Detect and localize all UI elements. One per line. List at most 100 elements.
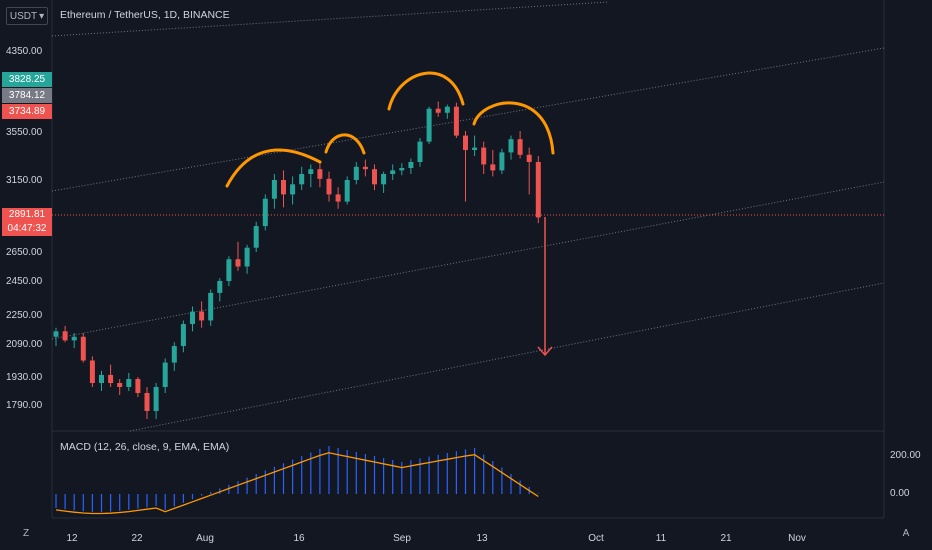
candle xyxy=(353,162,359,185)
candle xyxy=(144,387,150,419)
macd-axis-label-0: 0.00 xyxy=(890,488,910,499)
y-tick-label: 2650.00 xyxy=(6,247,43,258)
candle xyxy=(162,358,168,393)
candle xyxy=(335,187,341,209)
x-tick-label: Nov xyxy=(788,533,806,544)
x-tick-label: 21 xyxy=(720,533,732,544)
candle xyxy=(62,325,68,343)
chart-title: Ethereum / TetherUS, 1D, BINANCE xyxy=(60,9,230,21)
price-tag: 3784.12 xyxy=(2,88,52,103)
candle xyxy=(117,379,123,395)
macd-axis-label-200: 200.00 xyxy=(890,450,921,461)
auto-scale-button[interactable]: A xyxy=(902,528,910,539)
current-price-value: 2891.81 xyxy=(8,209,46,220)
candle xyxy=(199,301,205,328)
macd-signal-line xyxy=(55,452,539,515)
candle xyxy=(180,320,186,353)
candle xyxy=(89,356,95,387)
candle xyxy=(308,164,314,188)
candle xyxy=(399,163,405,176)
candle xyxy=(444,104,450,119)
y-tick-label: 3550.00 xyxy=(6,127,43,138)
x-tick-label: 16 xyxy=(293,533,305,544)
arc-left-shoulder xyxy=(225,148,322,188)
candle xyxy=(80,333,86,363)
candle xyxy=(426,106,432,144)
x-tick-label: 11 xyxy=(656,533,667,544)
candle xyxy=(253,221,259,252)
candle xyxy=(317,162,323,188)
currency-badge[interactable]: USDT ▾ xyxy=(6,7,48,25)
candle xyxy=(490,150,496,177)
x-tick-label: 13 xyxy=(476,533,488,544)
candle xyxy=(499,148,505,174)
candle xyxy=(262,194,268,231)
candle xyxy=(381,171,387,193)
candle xyxy=(299,166,305,191)
x-tick-label: 12 xyxy=(66,533,78,544)
candle xyxy=(226,256,232,287)
y-tick-label: 4350.00 xyxy=(6,46,43,57)
candle xyxy=(535,156,541,224)
candle xyxy=(408,158,414,174)
x-tick-label: Aug xyxy=(196,533,214,544)
candle xyxy=(372,164,377,191)
candle xyxy=(463,130,468,202)
price-axis[interactable]: 1790.00 1930.00 2090.00 2250.00 2450.00 2650.… xyxy=(6,46,43,411)
candle xyxy=(99,370,104,391)
candle xyxy=(71,333,77,349)
candle xyxy=(235,241,241,271)
arc-head xyxy=(387,71,465,111)
channel-line-lower xyxy=(129,282,885,432)
candle xyxy=(135,377,141,397)
time-axis[interactable]: 12 22 Aug 16 Sep 13 Oct 11 21 Nov xyxy=(66,533,805,544)
candle xyxy=(472,135,478,156)
x-tick-label: Oct xyxy=(588,533,604,544)
current-price-tag: 2891.81 04:47:32 xyxy=(2,208,52,236)
candle xyxy=(171,342,177,371)
y-tick-label: 1790.00 xyxy=(6,400,43,411)
zoom-button[interactable]: Z xyxy=(22,528,30,539)
y-tick-label: 1930.00 xyxy=(6,372,43,383)
candle xyxy=(526,147,532,195)
price-tag: 3734.89 xyxy=(2,104,52,119)
candle xyxy=(435,101,441,117)
candle xyxy=(108,364,114,387)
channel-lines xyxy=(51,1,885,432)
grid xyxy=(51,0,885,519)
candles xyxy=(53,101,541,419)
projection-arrow[interactable] xyxy=(537,217,553,357)
chevron-down-icon: ▾ xyxy=(39,10,45,22)
candle xyxy=(271,174,277,209)
macd-title[interactable]: MACD (12, 26, close, 9, EMA, EMA) xyxy=(60,441,230,453)
candle xyxy=(481,141,487,174)
channel-line-middle-upper xyxy=(51,47,885,192)
candle xyxy=(153,383,159,419)
x-tick-label: Sep xyxy=(393,533,411,544)
currency-label: USDT xyxy=(9,10,38,22)
countdown-timer: 04:47:32 xyxy=(7,223,47,234)
candle xyxy=(508,135,514,160)
candle xyxy=(208,289,214,326)
candle xyxy=(362,159,368,177)
candle xyxy=(453,102,459,138)
candle xyxy=(244,244,250,274)
y-tick-label: 2250.00 xyxy=(6,310,43,321)
candle xyxy=(217,278,223,302)
arc-right-shoulder xyxy=(472,101,555,155)
candle xyxy=(326,171,332,202)
channel-line-middle-lower xyxy=(51,181,885,340)
candle xyxy=(53,327,59,347)
candle xyxy=(344,176,350,205)
price-tag: 3828.25 xyxy=(2,72,52,87)
candle xyxy=(390,164,396,180)
y-tick-label: 3150.00 xyxy=(6,175,43,186)
candle xyxy=(190,306,195,332)
candle xyxy=(290,176,296,205)
pattern-drawings[interactable] xyxy=(225,71,555,188)
candle xyxy=(417,138,423,167)
x-tick-label: 22 xyxy=(131,533,143,544)
y-tick-label: 2090.00 xyxy=(6,339,43,350)
